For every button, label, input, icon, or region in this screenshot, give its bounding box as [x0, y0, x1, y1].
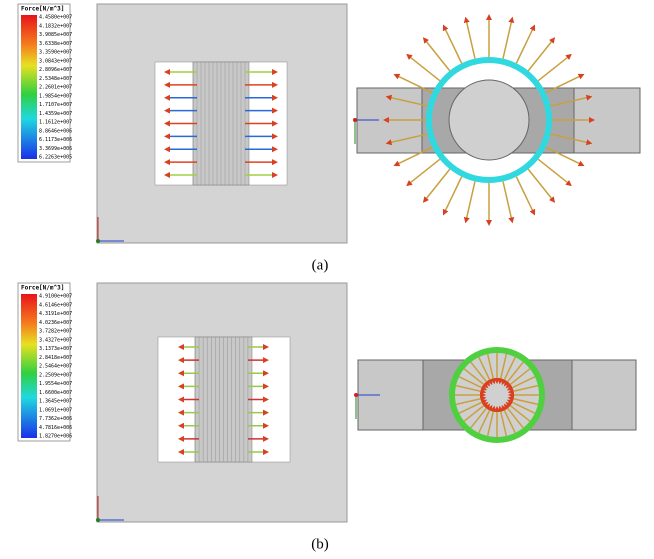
force-arrow [516, 27, 533, 63]
panel: Force[N/m^3] 4.4580e+007 4.1832e+007 3.9085… [18, 4, 640, 273]
legend-label: 4.9100e+007 [39, 294, 72, 300]
legend-label: 2.2509e+007 [39, 372, 72, 378]
legend-label: 4.7816e+006 [39, 425, 72, 431]
force-arrow [425, 39, 450, 70]
legend-label: 3.6338e+007 [39, 41, 72, 47]
force-arrow [444, 27, 461, 63]
legend: Force[N/m^3] 4.4580e+007 4.1832e+007 3.9085… [18, 4, 72, 162]
legend: Force[N/m^3] 4.9100e+007 4.6146e+007 4.3191… [18, 283, 72, 441]
legend-label: 1.8270e+006 [39, 434, 72, 440]
force-arrow [466, 20, 475, 59]
force-arrow [538, 159, 569, 184]
legend-label: 8.8646e+006 [39, 128, 72, 134]
legend-label: 2.5464e+007 [39, 364, 72, 370]
force-arrow [516, 177, 533, 213]
legend-label: 2.2601e+007 [39, 85, 72, 91]
legend-label: 4.0236e+007 [39, 320, 72, 326]
force-arrow [466, 181, 475, 220]
force-arrow [425, 169, 450, 200]
legend-label: 3.1373e+007 [39, 346, 72, 352]
legend-label: 1.0691e+007 [39, 407, 72, 413]
legend-label: 2.5348e+007 [39, 76, 72, 82]
legend-label: 4.4580e+007 [39, 15, 72, 21]
rotor [449, 80, 529, 160]
legend-label: 3.3699e+006 [39, 146, 72, 152]
legend-title: Force[N/m^3] [21, 285, 64, 292]
legend-label: 7.7362e+006 [39, 416, 72, 422]
force-arrow [408, 159, 439, 184]
legend-label: 1.9854e+007 [39, 93, 72, 99]
colorbar [21, 15, 37, 159]
caption: (a) [312, 257, 329, 273]
axis-origin [96, 518, 100, 522]
legend-label: 1.3645e+007 [39, 399, 72, 405]
panel: Force[N/m^3] 4.9100e+007 4.6146e+007 4.3191… [18, 283, 636, 552]
force-arrow [503, 181, 512, 220]
legend-label: 3.9085e+007 [39, 32, 72, 38]
legend-label: 6.1173e+006 [39, 137, 72, 143]
legend-label: 4.6146e+007 [39, 302, 72, 308]
legend-label: 2.8096e+007 [39, 67, 72, 73]
colorbar [21, 294, 37, 438]
legend-label: 1.6600e+007 [39, 390, 72, 396]
legend-label: 1.9554e+007 [39, 381, 72, 387]
axis-origin [353, 118, 357, 122]
caption: (b) [311, 536, 329, 552]
force-arrow [408, 56, 439, 81]
legend-label: 1.4359e+007 [39, 111, 72, 117]
legend-label: 2.8418e+007 [39, 355, 72, 361]
legend-label: 4.1832e+007 [39, 23, 72, 29]
legend-label: 3.7282e+007 [39, 329, 72, 335]
legend-label: 4.3191e+007 [39, 311, 72, 317]
force-arrow [444, 177, 461, 213]
legend-label: 1.1612e+007 [39, 120, 72, 126]
force-arrow [528, 39, 553, 70]
legend-label: 3.3590e+007 [39, 50, 72, 56]
force-arrow [538, 56, 569, 81]
figure: Force[N/m^3] 4.4580e+007 4.1832e+007 3.9085… [0, 0, 654, 559]
force-arrow [528, 169, 553, 200]
force-arrow [503, 20, 512, 59]
legend-title: Force[N/m^3] [21, 6, 64, 13]
legend-label: 3.4327e+007 [39, 337, 72, 343]
legend-label: 6.2263e+005 [39, 155, 72, 161]
axis-origin [354, 393, 358, 397]
axis-origin [96, 239, 100, 243]
legend-label: 3.0843e+007 [39, 58, 72, 64]
legend-label: 1.7107e+007 [39, 102, 72, 108]
